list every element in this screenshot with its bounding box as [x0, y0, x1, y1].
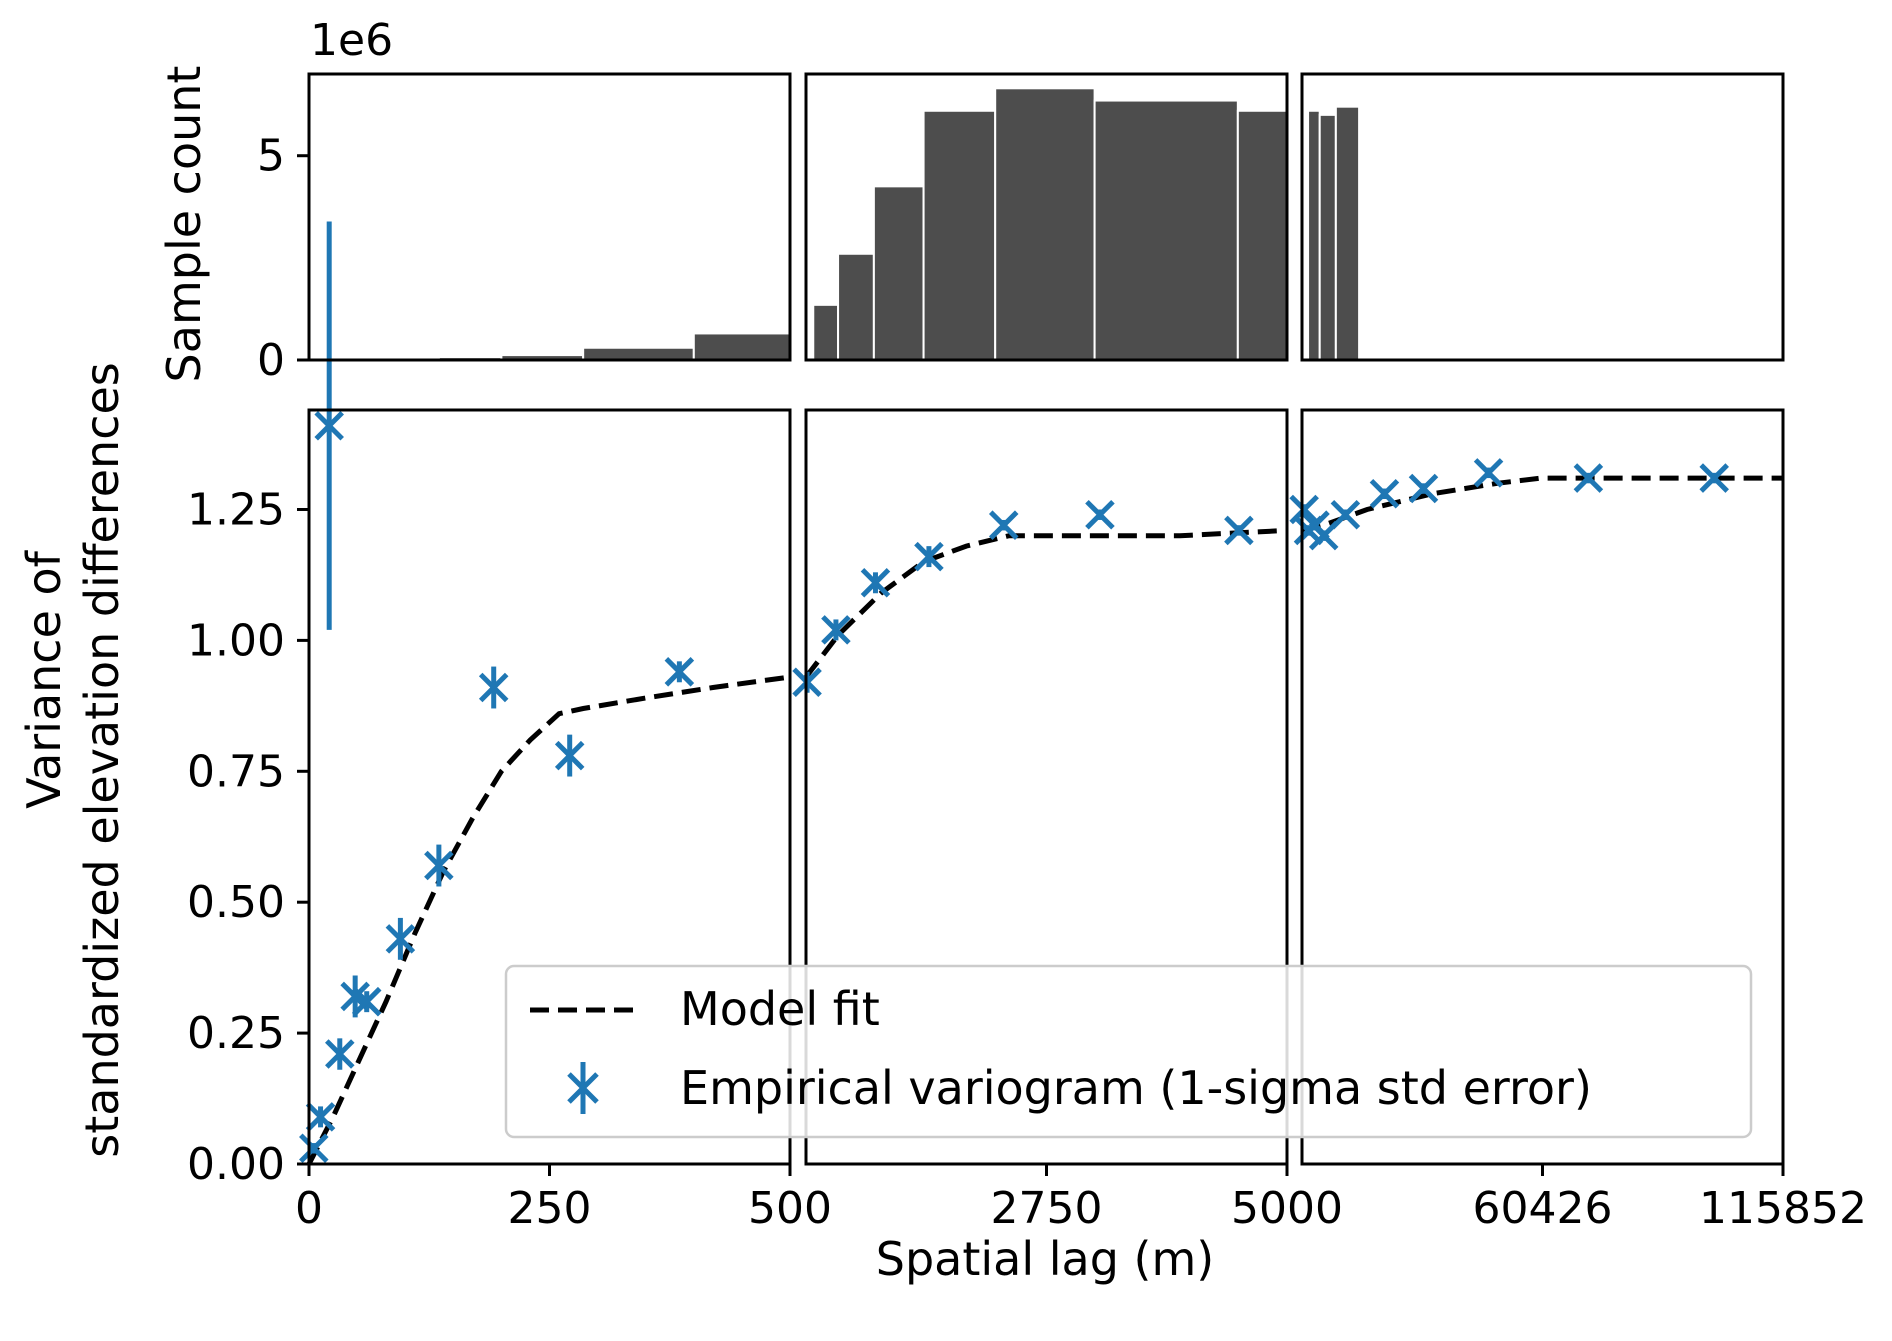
point-marker — [299, 1133, 329, 1164]
x-tick-label: 500 — [748, 1183, 832, 1234]
histogram-panel-frame — [307, 72, 792, 362]
point-marker — [340, 981, 370, 1012]
y-tick-label: 0.25 — [187, 1008, 285, 1059]
point-marker — [385, 924, 416, 954]
empirical-point — [1699, 463, 1729, 493]
histogram-bar — [692, 332, 791, 362]
x-tick-label: 2750 — [991, 1183, 1103, 1234]
empirical-point — [478, 666, 509, 709]
empirical-point — [914, 541, 944, 572]
legend-empirical-swatch — [567, 1062, 599, 1114]
histogram-bar — [994, 87, 1096, 362]
empirical-point — [385, 917, 416, 960]
legend-box — [504, 964, 1753, 1139]
point-marker — [1224, 515, 1254, 546]
empirical-point — [1330, 499, 1361, 530]
point-marker — [1408, 473, 1439, 504]
empirical-point — [314, 221, 344, 630]
empirical-point — [351, 986, 382, 1017]
x-tick-label: 250 — [508, 1183, 592, 1234]
histogram-bar — [1307, 109, 1321, 362]
empirical-point — [860, 568, 891, 598]
point-marker — [914, 541, 944, 572]
histogram-layer — [394, 87, 1361, 362]
point-marker — [988, 510, 1019, 540]
model-fit-line — [804, 527, 1288, 679]
empirical-point — [664, 657, 695, 687]
point-marker — [314, 410, 344, 441]
point-marker — [305, 1102, 336, 1132]
empirical-point — [1408, 473, 1439, 504]
legend-model-label: Model fit — [680, 982, 880, 1036]
empirical-point — [299, 1133, 329, 1164]
point-marker — [664, 657, 695, 687]
model-fit-line — [306, 674, 791, 1166]
tick-layer: 0.00 0.25 0.50 0.75 1.00 1.25 0 5 0 250 500 2750 500… — [187, 131, 1867, 1234]
histogram-bar — [1236, 109, 1288, 362]
empirical-point — [325, 1038, 355, 1070]
empirical-point — [424, 844, 454, 887]
empirical-point — [821, 615, 851, 645]
point-marker — [1573, 463, 1604, 493]
x-tick-label: 115852 — [1699, 1183, 1867, 1234]
histogram-bar — [1334, 105, 1361, 361]
y-tick-label: 1.25 — [187, 484, 285, 535]
empirical-point — [1369, 479, 1400, 509]
empirical-point — [1573, 463, 1604, 493]
histogram-bar — [1093, 99, 1239, 362]
empirical-point — [1473, 458, 1504, 488]
x-axis-label: Spatial lag (m) — [876, 1232, 1215, 1286]
legend-empirical-label: Empirical variogram (1-sigma std error) — [680, 1061, 1592, 1115]
histogram-bar — [837, 252, 875, 361]
y-tick-label: 1.00 — [187, 615, 285, 666]
empirical-point — [1085, 499, 1115, 530]
x-tick-label: 5000 — [1231, 1183, 1343, 1234]
y-tick-label: 0.50 — [187, 877, 285, 928]
histogram-bar — [812, 303, 840, 362]
histogram-bar — [922, 109, 997, 362]
hist-y-tick-label: 0 — [257, 335, 285, 386]
x-tick-label: 0 — [295, 1183, 323, 1234]
histogram-bar — [1318, 113, 1337, 361]
variogram-layer — [299, 221, 1783, 1166]
point-marker — [1369, 479, 1400, 509]
legend: Model fit Empirical variogram (1-sigma s… — [504, 964, 1753, 1139]
empirical-point — [554, 734, 585, 777]
hist-y-tick-label: 5 — [257, 131, 285, 182]
point-marker — [325, 1039, 355, 1069]
histogram-bar — [582, 346, 695, 362]
empirical-point — [1224, 515, 1254, 546]
point-marker — [1699, 463, 1729, 493]
point-marker — [1330, 499, 1361, 530]
point-marker — [424, 850, 454, 881]
histogram-panel-frame — [804, 72, 1289, 362]
histogram-panel-frame — [1300, 72, 1785, 362]
point-marker — [821, 615, 851, 645]
hist-y-axis-label: Sample count — [157, 66, 211, 383]
x-tick-label: 60426 — [1473, 1183, 1613, 1234]
point-marker — [478, 672, 509, 703]
y-axis-label-line2: standardized elevation differences — [75, 362, 129, 1158]
point-marker — [554, 740, 585, 771]
empirical-point — [305, 1102, 336, 1132]
model-fit-line — [1301, 475, 1783, 533]
empirical-point — [988, 510, 1019, 540]
point-marker — [351, 986, 382, 1017]
y-tick-label: 0.75 — [187, 746, 285, 797]
y-tick-label: 0.00 — [187, 1139, 285, 1190]
point-marker — [1085, 499, 1115, 530]
histogram-bar — [872, 185, 925, 361]
point-marker — [1473, 458, 1504, 488]
hist-multiplier-label: 1e6 — [310, 15, 393, 66]
y-axis-label-line1: Variance of — [17, 549, 71, 808]
point-marker — [860, 568, 891, 598]
